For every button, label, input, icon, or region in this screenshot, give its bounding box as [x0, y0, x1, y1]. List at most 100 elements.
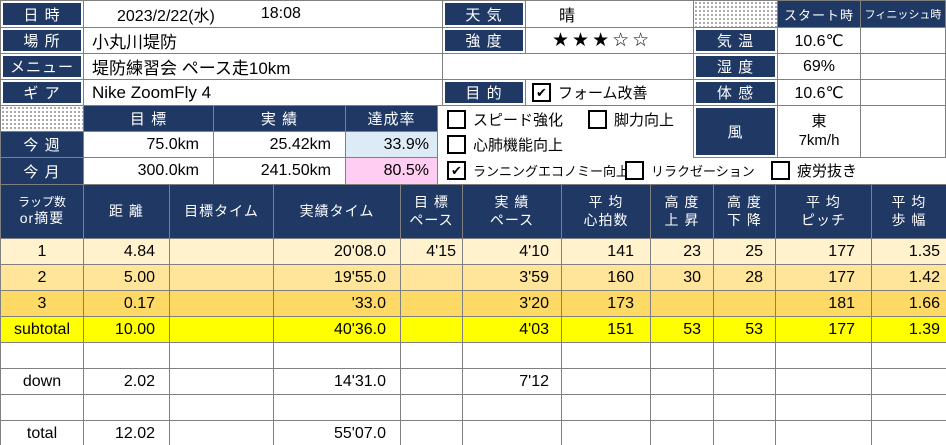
- lap-cell[interactable]: 53: [650, 316, 714, 343]
- lap-cell[interactable]: [169, 394, 274, 421]
- lap-cell[interactable]: [775, 342, 872, 369]
- wind-finish-cell[interactable]: [860, 105, 946, 158]
- lap-cell[interactable]: 177: [775, 264, 872, 291]
- checkbox-recovery[interactable]: [771, 160, 790, 180]
- feels-value-cell[interactable]: 10.6℃: [777, 79, 861, 106]
- lap-cell[interactable]: [83, 394, 170, 421]
- lap-cell[interactable]: 141: [561, 238, 651, 265]
- lap-cell[interactable]: [400, 316, 463, 343]
- lap-cell[interactable]: [561, 420, 651, 445]
- lap-cell[interactable]: 2.02: [83, 368, 170, 395]
- lap-cell[interactable]: [83, 342, 170, 369]
- lap-cell[interactable]: 19'55.0: [273, 264, 401, 291]
- intensity-value-cell[interactable]: ★★★☆☆: [525, 27, 694, 54]
- lap-cell[interactable]: [713, 342, 776, 369]
- lap-cell[interactable]: [650, 394, 714, 421]
- lap-cell[interactable]: [871, 342, 946, 369]
- checkbox-leg-power[interactable]: [588, 109, 607, 129]
- purpose-item-relax[interactable]: リラクゼーション: [625, 160, 755, 180]
- gear-value-cell[interactable]: Nike ZoomFly 4: [83, 79, 443, 106]
- lap-cell[interactable]: [462, 420, 562, 445]
- lap-cell[interactable]: [169, 290, 274, 317]
- lap-cell[interactable]: [713, 290, 776, 317]
- lap-cell[interactable]: [400, 290, 463, 317]
- lap-cell[interactable]: [650, 368, 714, 395]
- lap-cell[interactable]: 40'36.0: [273, 316, 401, 343]
- lap-cell[interactable]: 177: [775, 316, 872, 343]
- week-rate-cell[interactable]: 33.9%: [345, 131, 438, 158]
- humidity-value-cell[interactable]: 69%: [777, 53, 861, 80]
- purpose-item-form[interactable]: フォーム改善: [532, 82, 648, 103]
- lap-cell[interactable]: 181: [775, 290, 872, 317]
- lap-cell[interactable]: 5.00: [83, 264, 170, 291]
- lap-cell[interactable]: [713, 394, 776, 421]
- place-value-cell[interactable]: 小丸川堤防: [83, 27, 443, 54]
- lap-cell[interactable]: [169, 342, 274, 369]
- lap-cell[interactable]: [775, 368, 872, 395]
- week-target-cell[interactable]: 75.0km: [83, 131, 214, 158]
- lap-row-label[interactable]: down: [0, 368, 84, 395]
- temp-finish-cell[interactable]: [860, 27, 946, 54]
- week-actual-cell[interactable]: 25.42km: [213, 131, 346, 158]
- lap-cell[interactable]: [400, 368, 463, 395]
- empty-cell[interactable]: [442, 53, 694, 80]
- purpose-item-recovery[interactable]: 疲労抜き: [771, 160, 857, 180]
- checkbox-relaxation[interactable]: [625, 160, 644, 180]
- purpose-item-leg[interactable]: 脚力向上: [588, 109, 674, 129]
- lap-cell[interactable]: [561, 368, 651, 395]
- month-rate-cell[interactable]: 80.5%: [345, 157, 438, 185]
- lap-cell[interactable]: [871, 368, 946, 395]
- lap-cell[interactable]: 7'12: [462, 368, 562, 395]
- lap-row-label[interactable]: 2: [0, 264, 84, 291]
- checkbox-economy[interactable]: [447, 160, 466, 180]
- purpose-item-speed[interactable]: スピード強化: [447, 109, 563, 129]
- lap-cell[interactable]: 160: [561, 264, 651, 291]
- lap-cell[interactable]: [713, 420, 776, 445]
- lap-cell[interactable]: 177: [775, 238, 872, 265]
- purpose-item-cardio[interactable]: 心肺機能向上: [447, 134, 563, 154]
- lap-cell[interactable]: [169, 368, 274, 395]
- lap-row-label[interactable]: [0, 394, 84, 421]
- lap-cell[interactable]: [871, 420, 946, 445]
- lap-cell[interactable]: 0.17: [83, 290, 170, 317]
- lap-row-label[interactable]: 1: [0, 238, 84, 265]
- lap-row-label[interactable]: 3: [0, 290, 84, 317]
- temp-value-cell[interactable]: 10.6℃: [777, 27, 861, 54]
- lap-cell[interactable]: 1.35: [871, 238, 946, 265]
- lap-cell[interactable]: [400, 394, 463, 421]
- lap-cell[interactable]: [273, 394, 401, 421]
- lap-cell[interactable]: [775, 394, 872, 421]
- lap-cell[interactable]: [713, 368, 776, 395]
- lap-cell[interactable]: 14'31.0: [273, 368, 401, 395]
- lap-cell[interactable]: 4'10: [462, 238, 562, 265]
- lap-cell[interactable]: 12.02: [83, 420, 170, 445]
- lap-cell[interactable]: [462, 342, 562, 369]
- lap-cell[interactable]: 25: [713, 238, 776, 265]
- lap-cell[interactable]: 151: [561, 316, 651, 343]
- lap-cell[interactable]: 53: [713, 316, 776, 343]
- lap-cell[interactable]: 30: [650, 264, 714, 291]
- lap-cell[interactable]: [650, 290, 714, 317]
- lap-cell[interactable]: [871, 394, 946, 421]
- lap-cell[interactable]: [400, 342, 463, 369]
- lap-row-label[interactable]: subtotal: [0, 316, 84, 343]
- lap-cell[interactable]: 1.42: [871, 264, 946, 291]
- lap-cell[interactable]: [561, 394, 651, 421]
- lap-cell[interactable]: 4'03: [462, 316, 562, 343]
- checkbox-form-kaizen[interactable]: [532, 83, 551, 102]
- lap-cell[interactable]: [169, 238, 274, 265]
- lap-cell[interactable]: '33.0: [273, 290, 401, 317]
- checkbox-cardio[interactable]: [447, 134, 466, 154]
- purpose-item-economy[interactable]: ランニングエコノミー向上: [447, 160, 629, 180]
- lap-cell[interactable]: [169, 264, 274, 291]
- lap-cell[interactable]: 4'15: [400, 238, 463, 265]
- menu-value-cell[interactable]: 堤防練習会 ペース走10km: [83, 53, 443, 80]
- lap-cell[interactable]: 23: [650, 238, 714, 265]
- lap-cell[interactable]: 55'07.0: [273, 420, 401, 445]
- month-target-cell[interactable]: 300.0km: [83, 157, 214, 185]
- feels-finish-cell[interactable]: [860, 79, 946, 106]
- weather-value-cell[interactable]: 晴: [525, 0, 694, 28]
- lap-cell[interactable]: 28: [713, 264, 776, 291]
- lap-cell[interactable]: 20'08.0: [273, 238, 401, 265]
- month-actual-cell[interactable]: 241.50km: [213, 157, 346, 185]
